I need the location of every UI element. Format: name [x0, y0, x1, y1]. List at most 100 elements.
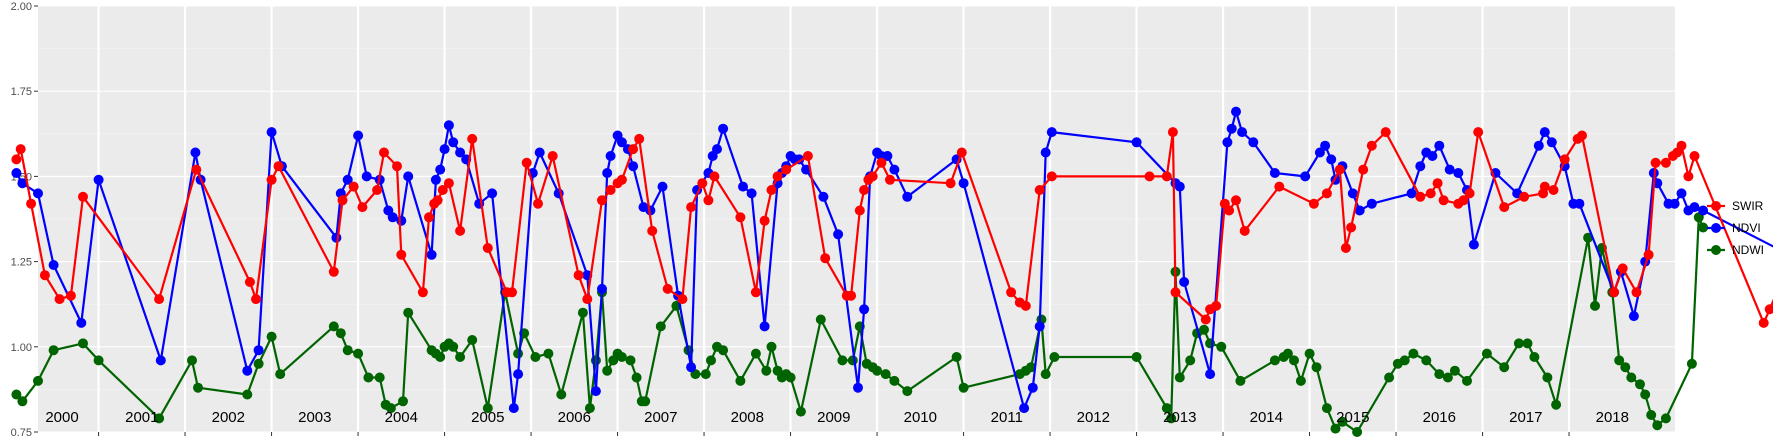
series-line-swir — [15, 131, 1773, 324]
data-point-swir — [1689, 151, 1700, 161]
data-point-swir — [1046, 171, 1057, 182]
data-point-swir — [597, 195, 607, 206]
data-point-swir — [709, 171, 720, 182]
data-point-ndvi — [628, 161, 639, 172]
year-label: 2012 — [1077, 409, 1110, 426]
data-point-swir — [876, 157, 887, 168]
data-point-swir — [956, 147, 967, 158]
data-point-ndwi — [1421, 355, 1432, 366]
data-point-ndwi — [435, 352, 446, 362]
data-point-ndvi — [1366, 198, 1377, 209]
legend-label: SWIR — [1732, 199, 1764, 213]
data-point-swir — [686, 202, 697, 213]
data-point-swir — [1425, 188, 1436, 199]
data-point-ndvi — [1027, 382, 1038, 393]
data-point-ndwi — [1131, 352, 1142, 362]
data-point-ndwi — [735, 375, 746, 386]
data-point-ndvi — [1269, 168, 1280, 178]
data-point-ndvi — [487, 188, 498, 199]
data-point-swir — [26, 198, 37, 209]
data-point-swir — [867, 171, 878, 182]
data-point-ndwi — [253, 358, 264, 369]
data-point-ndvi — [508, 403, 519, 414]
data-point-ndvi — [1326, 154, 1337, 165]
data-point-ndwi — [17, 396, 28, 407]
data-point-swir — [547, 151, 558, 161]
data-point-swir — [1346, 222, 1357, 233]
data-point-ndwi — [1551, 399, 1562, 410]
data-point-ndvi — [759, 321, 770, 332]
data-point-ndvi — [1354, 205, 1365, 216]
year-label: 2018 — [1596, 409, 1629, 426]
data-point-swir — [1464, 188, 1475, 199]
year-label: 2011 — [991, 409, 1023, 426]
data-point-swir — [846, 290, 857, 301]
data-point-swir — [1577, 130, 1587, 141]
data-point-ndwi — [1399, 355, 1410, 366]
data-point-ndwi — [1522, 338, 1533, 349]
data-point-swir — [1609, 287, 1619, 298]
data-point-ndwi — [1040, 369, 1051, 380]
data-point-swir — [424, 212, 434, 223]
data-point-ndvi — [616, 137, 627, 148]
data-point-ndvi — [1226, 123, 1237, 134]
data-point-swir — [766, 185, 777, 195]
data-point-ndvi — [1347, 188, 1358, 199]
data-point-ndwi — [766, 341, 777, 352]
data-point-ndwi — [48, 345, 59, 356]
data-point-swir — [703, 195, 714, 206]
data-point-swir — [417, 287, 428, 298]
data-point-ndvi — [889, 164, 900, 175]
data-point-ndwi — [1442, 372, 1453, 383]
data-point-ndwi — [363, 372, 374, 383]
legend-label: NDVI — [1732, 221, 1761, 235]
data-point-ndvi — [1468, 239, 1479, 250]
data-point-ndwi — [33, 375, 43, 386]
data-point-swir — [273, 161, 284, 172]
data-point-swir — [1660, 157, 1671, 168]
data-point-swir — [759, 215, 770, 226]
year-label: 2001 — [125, 409, 158, 426]
data-point-ndwi — [11, 389, 22, 400]
data-point-ndvi — [746, 188, 757, 199]
data-point-ndvi — [253, 345, 264, 356]
data-point-ndvi — [602, 168, 613, 178]
data-point-ndwi — [78, 338, 88, 349]
data-point-ndwi — [889, 375, 900, 386]
data-point-ndvi — [1019, 403, 1030, 414]
data-point-swir — [244, 277, 255, 287]
data-point-ndwi — [1352, 427, 1363, 437]
data-point-ndvi — [738, 181, 748, 192]
data-point-ndvi — [1546, 137, 1557, 148]
year-label: 2010 — [904, 409, 937, 426]
data-point-ndwi — [1199, 324, 1209, 335]
data-point-ndvi — [1415, 161, 1426, 172]
data-point-ndvi — [1222, 137, 1233, 148]
legend-key-point — [1711, 223, 1721, 233]
data-point-swir — [1334, 164, 1345, 175]
data-point-ndwi — [154, 413, 165, 424]
data-point-ndwi — [266, 331, 277, 342]
data-point-ndvi — [712, 144, 722, 155]
data-point-ndvi — [657, 181, 668, 192]
data-point-swir — [605, 185, 616, 195]
data-point-swir — [1519, 191, 1530, 202]
data-point-swir — [154, 294, 165, 305]
data-point-swir — [1764, 304, 1773, 315]
data-point-swir — [1458, 195, 1469, 206]
legend-key-point — [1711, 201, 1721, 211]
data-point-ndwi — [275, 369, 286, 380]
data-point-swir — [392, 161, 402, 172]
data-point-ndwi — [403, 307, 414, 318]
data-point-ndvi — [1689, 202, 1700, 213]
data-point-ndwi — [1408, 348, 1419, 359]
data-point-ndwi — [1289, 355, 1299, 366]
data-point-ndwi — [482, 403, 493, 414]
year-label: 2002 — [212, 409, 245, 426]
data-point-ndvi — [1174, 181, 1185, 192]
data-point-swir — [885, 174, 895, 185]
data-point-ndwi — [1462, 375, 1472, 386]
data-point-ndvi — [1131, 137, 1142, 148]
data-point-ndvi — [353, 130, 364, 141]
